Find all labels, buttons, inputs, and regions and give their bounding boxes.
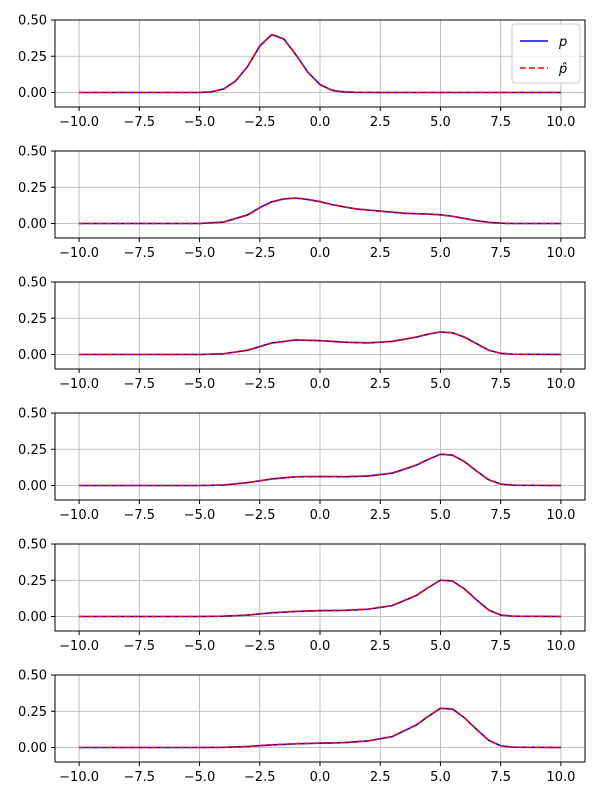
x-tick-label: 2.5: [370, 639, 391, 654]
x-tick-label: −2.5: [244, 508, 276, 523]
x-tick-label: 5.0: [430, 377, 451, 392]
x-tick-label: −5.0: [184, 508, 216, 523]
x-tick-label: −5.0: [184, 246, 216, 261]
y-tick-label: 0.25: [18, 574, 47, 589]
x-tick-label: −2.5: [244, 770, 276, 785]
legend-label-p-hat: p̂: [558, 62, 567, 77]
x-tick-label: 5.0: [430, 639, 451, 654]
x-tick-label: −2.5: [244, 246, 276, 261]
x-tick-label: 5.0: [430, 770, 451, 785]
x-tick-label: −2.5: [244, 639, 276, 654]
x-tick-label: 7.5: [490, 508, 511, 523]
y-tick-label: 0.00: [18, 741, 47, 756]
x-tick-label: −7.5: [124, 639, 156, 654]
y-tick-label: 0.50: [18, 145, 47, 160]
y-tick-label: 0.50: [18, 14, 47, 29]
subplot-3: −10.0 −7.5 −5.0 −2.5 0.0 2.5 5.0 7.5 10.0 0.00 0.2…: [18, 276, 586, 392]
x-tick-label: −7.5: [124, 508, 156, 523]
x-tick-label: −2.5: [244, 377, 276, 392]
x-tick-label: 10.0: [546, 508, 575, 523]
legend-frame: [511, 23, 581, 84]
y-tick-label: 0.00: [18, 610, 47, 625]
x-tick-label: −10.0: [59, 639, 99, 654]
y-tick-label: 0.00: [18, 217, 47, 232]
x-tick-label: 5.0: [430, 246, 451, 261]
x-tick-label: −5.0: [184, 770, 216, 785]
x-tick-label: 10.0: [546, 246, 575, 261]
x-tick-label: −2.5: [244, 115, 276, 130]
x-tick-label: 5.0: [430, 508, 451, 523]
x-tick-label: 10.0: [546, 115, 575, 130]
series-line-p: [79, 579, 561, 618]
series-line-p-hat: [79, 707, 561, 749]
y-tick-label: 0.25: [18, 443, 47, 458]
x-tick-label: 2.5: [370, 508, 391, 523]
x-tick-label: 0.0: [310, 377, 331, 392]
x-tick-label: 2.5: [370, 770, 391, 785]
x-tick-label: −5.0: [184, 115, 216, 130]
subplot-1: −10.0 −7.5 −5.0 −2.5 0.0 2.5 5.0 7.5 10.0 0.00 0.2…: [18, 14, 586, 130]
y-tick-label: 0.00: [18, 86, 47, 101]
y-tick-label: 0.25: [18, 312, 47, 327]
x-tick-label: −10.0: [59, 770, 99, 785]
x-tick-label: −7.5: [124, 115, 156, 130]
x-tick-label: 7.5: [490, 770, 511, 785]
y-tick-label: 0.25: [18, 705, 47, 720]
x-tick-label: 10.0: [546, 639, 575, 654]
x-tick-label: 7.5: [490, 246, 511, 261]
series-line-p-hat: [79, 33, 561, 94]
x-tick-label: 2.5: [370, 377, 391, 392]
x-tick-label: 5.0: [430, 115, 451, 130]
series-line-p-hat: [79, 453, 561, 487]
subplot-2: −10.0 −7.5 −5.0 −2.5 0.0 2.5 5.0 7.5 10.0 0.00 0.2…: [18, 145, 586, 261]
x-tick-label: 0.0: [310, 508, 331, 523]
y-tick-label: 0.50: [18, 669, 47, 684]
y-tick-label: 0.00: [18, 479, 47, 494]
x-tick-label: −5.0: [184, 639, 216, 654]
series-line-p: [79, 331, 561, 356]
x-tick-label: 7.5: [490, 115, 511, 130]
legend-label-p: p: [558, 35, 567, 50]
x-tick-label: 2.5: [370, 246, 391, 261]
x-tick-label: −7.5: [124, 377, 156, 392]
y-tick-label: 0.00: [18, 348, 47, 363]
subplot-6: −10.0 −7.5 −5.0 −2.5 0.0 2.5 5.0 7.5 10.0 0.00 0.2…: [18, 669, 586, 785]
x-tick-label: −10.0: [59, 508, 99, 523]
y-tick-label: 0.50: [18, 538, 47, 553]
x-tick-label: −10.0: [59, 115, 99, 130]
x-tick-label: −5.0: [184, 377, 216, 392]
x-tick-label: 10.0: [546, 770, 575, 785]
subplot-4: −10.0 −7.5 −5.0 −2.5 0.0 2.5 5.0 7.5 10.0 0.00 0.2…: [18, 407, 586, 523]
x-tick-label: −7.5: [124, 770, 156, 785]
x-tick-label: 10.0: [546, 377, 575, 392]
x-tick-label: 7.5: [490, 377, 511, 392]
x-tick-label: 0.0: [310, 115, 331, 130]
series-line-p-hat: [79, 197, 561, 225]
x-tick-label: 0.0: [310, 639, 331, 654]
x-tick-label: 7.5: [490, 639, 511, 654]
x-tick-label: 0.0: [310, 770, 331, 785]
x-tick-label: −7.5: [124, 246, 156, 261]
y-tick-label: 0.50: [18, 276, 47, 291]
y-tick-label: 0.50: [18, 407, 47, 422]
x-tick-label: −10.0: [59, 246, 99, 261]
x-tick-label: 2.5: [370, 115, 391, 130]
y-tick-label: 0.25: [18, 181, 47, 196]
x-tick-label: 0.0: [310, 246, 331, 261]
legend: p p̂: [511, 23, 581, 84]
x-tick-label: −10.0: [59, 377, 99, 392]
y-tick-label: 0.25: [18, 50, 47, 65]
subplot-5: −10.0 −7.5 −5.0 −2.5 0.0 2.5 5.0 7.5 10.0 0.00 0.2…: [18, 538, 586, 654]
